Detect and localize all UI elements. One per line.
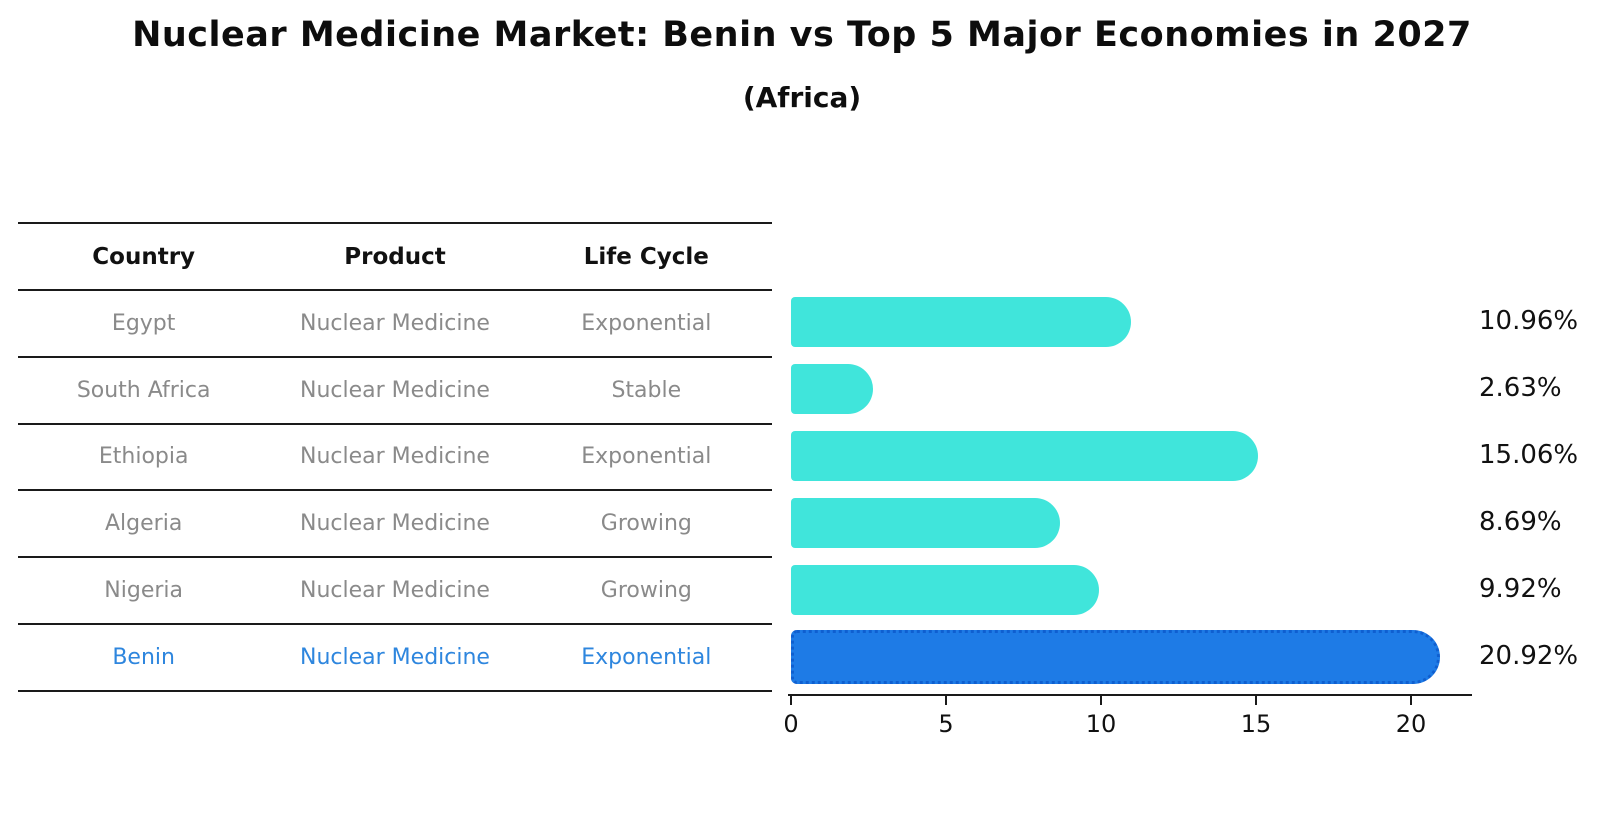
bar-nigeria [791, 564, 1099, 615]
table-row: Nigeria Nuclear Medicine Growing [18, 558, 772, 625]
cell-country: Benin [112, 644, 175, 670]
header-cell-country: Country [92, 243, 196, 270]
cell-product: Nuclear Medicine [300, 511, 490, 537]
x-axis-tick-5 [945, 696, 947, 705]
x-axis-tick-label-10: 10 [1085, 710, 1117, 738]
table-row: South Africa Nuclear Medicine Stable [18, 358, 772, 425]
bar-benin-highlighted [791, 629, 1440, 684]
cell-country: Algeria [105, 511, 183, 537]
table-row: Ethiopia Nuclear Medicine Exponential [18, 425, 772, 492]
page-subtitle: (Africa) [742, 81, 862, 114]
table-row: Algeria Nuclear Medicine Growing [18, 491, 772, 559]
x-axis-tick-label-0: 0 [783, 710, 799, 738]
page-title: Nuclear Medicine Market: Benin vs Top 5 … [132, 15, 1472, 55]
comparison-table: Country Product Life Cycle Egypt Nuclear… [18, 222, 772, 692]
header-cell-life-cycle: Life Cycle [583, 243, 709, 270]
bar-egypt [791, 297, 1131, 348]
cell-life-cycle: Exponential [581, 310, 712, 336]
x-axis-tick-20 [1410, 696, 1412, 705]
value-label-algeria: 8.69% [1479, 506, 1562, 537]
x-axis-tick-label-15: 15 [1240, 710, 1272, 738]
bar-ethiopia [791, 431, 1258, 482]
bar-algeria [791, 497, 1061, 548]
cell-product: Nuclear Medicine [300, 644, 490, 670]
cell-product: Nuclear Medicine [300, 578, 490, 604]
cell-country: Ethiopia [98, 444, 189, 470]
cell-country: South Africa [76, 377, 211, 403]
x-axis-tick-0 [790, 696, 792, 705]
x-axis-tick-label-5: 5 [938, 710, 954, 738]
cell-product: Nuclear Medicine [300, 444, 490, 470]
cell-product: Nuclear Medicine [300, 310, 490, 336]
bar-south-africa [791, 364, 873, 415]
value-label-benin: 20.92% [1479, 640, 1579, 671]
value-label-nigeria: 9.92% [1479, 573, 1562, 604]
cell-life-cycle: Growing [600, 511, 692, 537]
table-row: Egypt Nuclear Medicine Exponential [18, 291, 772, 358]
cell-country: Nigeria [104, 578, 184, 604]
header-cell-product: Product [344, 243, 446, 270]
cell-life-cycle: Exponential [581, 444, 712, 470]
cell-life-cycle: Growing [600, 578, 692, 604]
cell-product: Nuclear Medicine [300, 377, 490, 403]
x-axis-tick-10 [1100, 696, 1102, 705]
cell-country: Egypt [111, 310, 176, 336]
value-label-ethiopia: 15.06% [1479, 440, 1579, 471]
x-axis-line [788, 694, 1472, 696]
value-label-egypt: 10.96% [1479, 306, 1579, 337]
cell-life-cycle: Exponential [581, 644, 712, 670]
cell-life-cycle: Stable [611, 377, 682, 403]
value-label-south-africa: 2.63% [1479, 373, 1562, 404]
table-row-benin-highlight: Benin Nuclear Medicine Exponential [18, 625, 772, 692]
table-header-row: Country Product Life Cycle [18, 222, 772, 291]
x-axis-tick-label-20: 20 [1395, 710, 1427, 738]
x-axis-tick-15 [1255, 696, 1257, 705]
